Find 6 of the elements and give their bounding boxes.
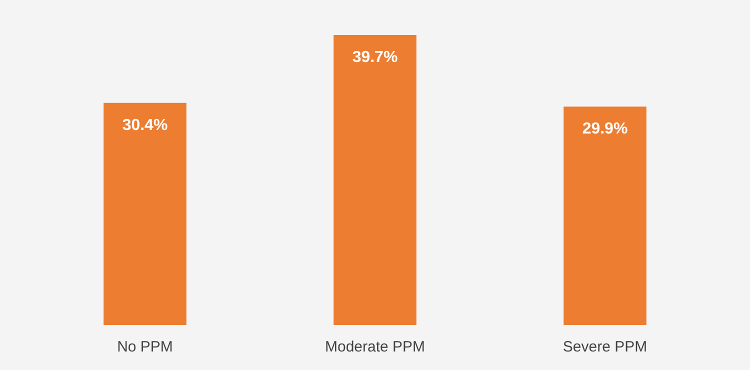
data-label: 29.9% [582,120,628,138]
x-tick-label: Moderate PPM [324,338,426,356]
x-tick-label: Severe PPM [562,338,648,356]
x-tick-label: No PPM [117,338,173,356]
data-label: 39.7% [352,49,398,66]
data-label: 30.4% [122,116,168,134]
